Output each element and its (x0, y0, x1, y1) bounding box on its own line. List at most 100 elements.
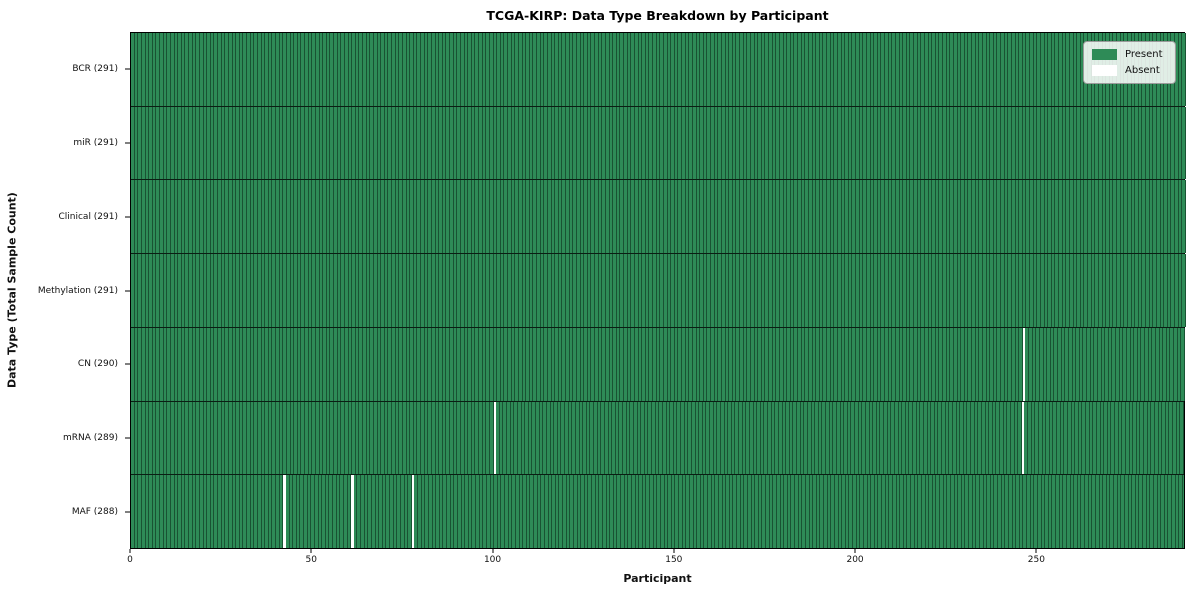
present-cell (721, 106, 726, 180)
present-cell (286, 401, 291, 475)
present-cell (325, 475, 330, 549)
present-cell (373, 180, 378, 254)
present-cell (196, 254, 200, 327)
present-cell (986, 180, 991, 254)
present-cell (976, 475, 980, 549)
present-cell (921, 106, 925, 180)
present-cell (218, 33, 222, 106)
present-cell (192, 106, 197, 180)
present-cell (534, 475, 538, 549)
present-cell (1084, 180, 1088, 254)
present-cell (1000, 401, 1004, 475)
present-cell (696, 180, 701, 254)
present-cell (239, 106, 244, 180)
present-cell (185, 106, 189, 180)
present-cell (707, 106, 711, 180)
present-cell (1077, 475, 1082, 549)
present-cell (932, 254, 936, 327)
present-cell (1033, 106, 1038, 180)
present-cell (493, 254, 498, 327)
present-cell (428, 180, 432, 254)
present-cell (779, 180, 784, 254)
present-cell (486, 327, 490, 401)
present-cell (286, 180, 291, 254)
present-cell (286, 33, 291, 106)
present-cell (626, 401, 631, 475)
present-cell (616, 33, 621, 106)
present-cell (181, 33, 186, 106)
present-cell (1023, 475, 1027, 549)
present-cell (279, 254, 284, 327)
present-cell (446, 106, 450, 180)
present-cell (740, 180, 744, 254)
present-cell (776, 327, 780, 401)
present-cell (824, 475, 828, 549)
present-cell (395, 33, 400, 106)
present-cell (355, 327, 360, 401)
present-cell (928, 254, 933, 327)
present-cell (761, 180, 766, 254)
present-cell (232, 106, 237, 180)
present-cell (667, 106, 672, 180)
present-cell (776, 254, 780, 327)
present-cell (156, 180, 160, 254)
present-cell (337, 327, 342, 401)
present-cell (359, 401, 363, 475)
present-cell (247, 254, 251, 327)
present-cell (609, 180, 614, 254)
present-cell (805, 327, 809, 401)
present-cell (569, 106, 574, 180)
present-cell (395, 401, 400, 475)
present-cell (1071, 401, 1076, 475)
present-cell (518, 33, 523, 106)
present-cell (457, 475, 462, 549)
present-cell (663, 254, 668, 327)
present-cell (1051, 106, 1056, 180)
present-cell (406, 180, 411, 254)
present-cell (505, 475, 509, 549)
present-cell (836, 401, 841, 475)
present-cell (247, 33, 251, 106)
present-cell (907, 475, 911, 549)
present-cell (787, 106, 791, 180)
present-cell (1156, 180, 1161, 254)
present-cell (544, 254, 548, 327)
present-cell (529, 106, 534, 180)
present-cell (308, 180, 313, 254)
present-cell (517, 401, 522, 475)
present-cell (776, 180, 780, 254)
present-cell (228, 33, 233, 106)
present-cell (1122, 401, 1126, 475)
present-cell (910, 33, 914, 106)
present-cell (435, 327, 440, 401)
present-cell (1037, 33, 1041, 106)
present-cell (870, 327, 875, 401)
present-cell (968, 180, 972, 254)
present-cell (1146, 254, 1150, 327)
present-cell (1104, 401, 1108, 475)
present-cell (1007, 401, 1011, 475)
present-cell (257, 327, 262, 401)
present-cell (156, 401, 160, 475)
present-cell (199, 401, 204, 475)
present-cell (1073, 254, 1078, 327)
present-cell (243, 254, 247, 327)
present-cell (344, 180, 349, 254)
present-cell (569, 254, 574, 327)
present-cell (956, 401, 961, 475)
present-cell (856, 254, 860, 327)
present-cell (319, 180, 324, 254)
present-cell (1026, 33, 1030, 106)
present-cell (442, 327, 447, 401)
present-cell (927, 401, 932, 475)
present-cell (1033, 180, 1038, 254)
present-cell (497, 327, 501, 401)
present-cell (664, 475, 669, 549)
present-cell (975, 327, 980, 401)
present-cell (729, 254, 733, 327)
present-cell (656, 106, 661, 180)
present-cell (232, 254, 237, 327)
present-cell (678, 327, 682, 401)
present-cell (464, 33, 469, 106)
present-cell (530, 475, 534, 549)
